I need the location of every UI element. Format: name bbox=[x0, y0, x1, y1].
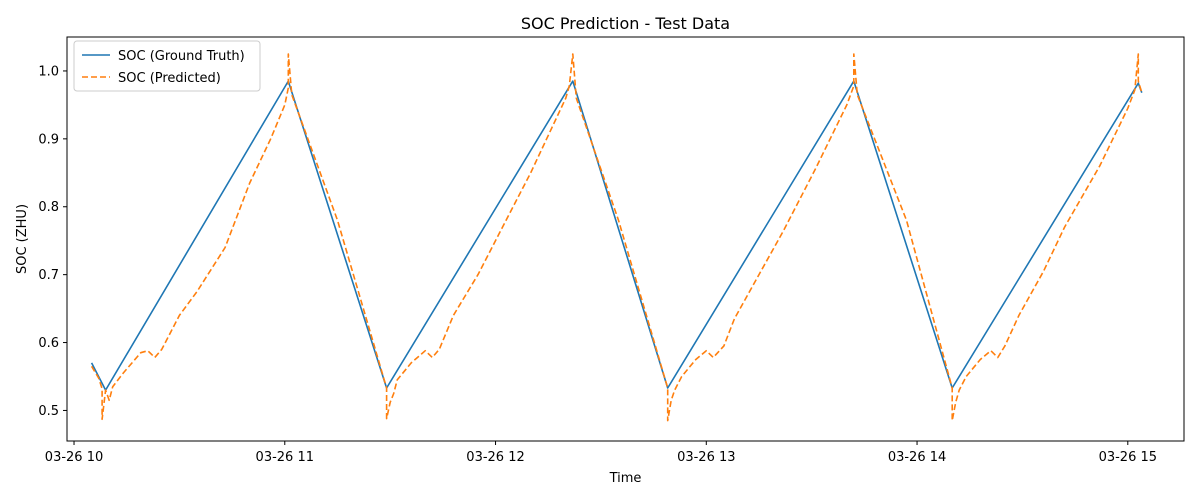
series-line-predicted bbox=[90, 53, 1143, 422]
x-tick-label: 03-26 10 bbox=[45, 450, 103, 465]
y-tick-label: 0.8 bbox=[38, 200, 59, 215]
y-axis-title: SOC (ZHU) bbox=[15, 204, 30, 274]
y-axis: 0.5 0.6 0.7 0.8 0.9 1.0 bbox=[38, 64, 67, 419]
plot-frame bbox=[66, 36, 1185, 442]
y-tick-label: 0.5 bbox=[38, 404, 59, 419]
x-axis-title: Time bbox=[609, 471, 642, 486]
y-tick-label: 1.0 bbox=[38, 64, 59, 79]
legend-label-ground-truth: SOC (Ground Truth) bbox=[118, 49, 245, 64]
y-tick-label: 0.6 bbox=[38, 336, 59, 351]
x-tick-label: 03-26 13 bbox=[677, 450, 735, 465]
chart-title: SOC Prediction - Test Data bbox=[521, 14, 730, 33]
legend-box bbox=[73, 40, 261, 92]
x-tick-label: 03-26 12 bbox=[466, 450, 524, 465]
x-axis: 03-26 10 03-26 11 03-26 12 03-26 13 03-26 14… bbox=[45, 441, 1157, 465]
y-tick-label: 0.9 bbox=[38, 132, 59, 147]
plot-area bbox=[90, 53, 1143, 422]
series-line-ground-truth bbox=[90, 80, 1143, 391]
x-tick-label: 03-26 14 bbox=[888, 450, 946, 465]
legend: SOC (Ground Truth) SOC (Predicted) bbox=[73, 40, 261, 92]
x-tick-label: 03-26 11 bbox=[256, 450, 314, 465]
x-tick-label: 03-26 15 bbox=[1099, 450, 1157, 465]
legend-label-predicted: SOC (Predicted) bbox=[118, 71, 221, 86]
y-tick-label: 0.7 bbox=[38, 268, 59, 283]
